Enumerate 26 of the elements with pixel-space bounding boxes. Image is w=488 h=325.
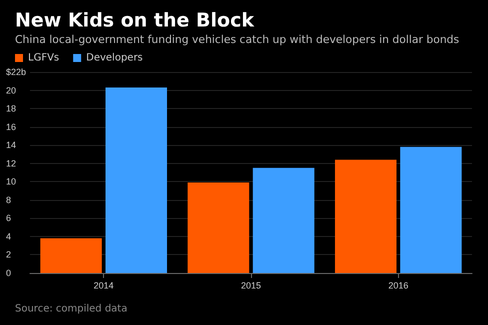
y-tick-label: 10 (6, 176, 16, 187)
legend-label: Developers (86, 52, 143, 64)
bar (400, 146, 462, 273)
y-tick-label: 18 (6, 104, 16, 114)
x-tick-label: 2014 (94, 280, 114, 290)
bar (40, 238, 102, 273)
y-tick-label: 8 (6, 194, 12, 205)
bar (252, 168, 314, 273)
source-note: Source: compiled data (15, 304, 128, 314)
y-tick-label: 2 (6, 250, 12, 260)
y-tick-label: 14 (6, 140, 16, 150)
bar (106, 88, 168, 273)
y-tick-label: 0 (6, 268, 12, 278)
y-tick-label: $22b (6, 67, 26, 77)
x-tick-label: 2016 (388, 280, 408, 290)
x-tick-label: 2015 (240, 280, 262, 290)
y-tick-label: 16 (6, 122, 16, 132)
y-tick-label: 6 (6, 213, 12, 224)
chart-title: New Kids on the Block (15, 10, 254, 32)
y-tick-label: 20 (6, 85, 16, 96)
bar (334, 160, 396, 273)
y-tick-label: 12 (6, 158, 16, 168)
bar (188, 182, 250, 273)
legend-label: LGFVs (28, 52, 60, 64)
chart-subtitle: China local-government funding vehicles catch up with developers in dollar bonds (15, 33, 460, 46)
y-tick-label: 4 (6, 231, 12, 242)
